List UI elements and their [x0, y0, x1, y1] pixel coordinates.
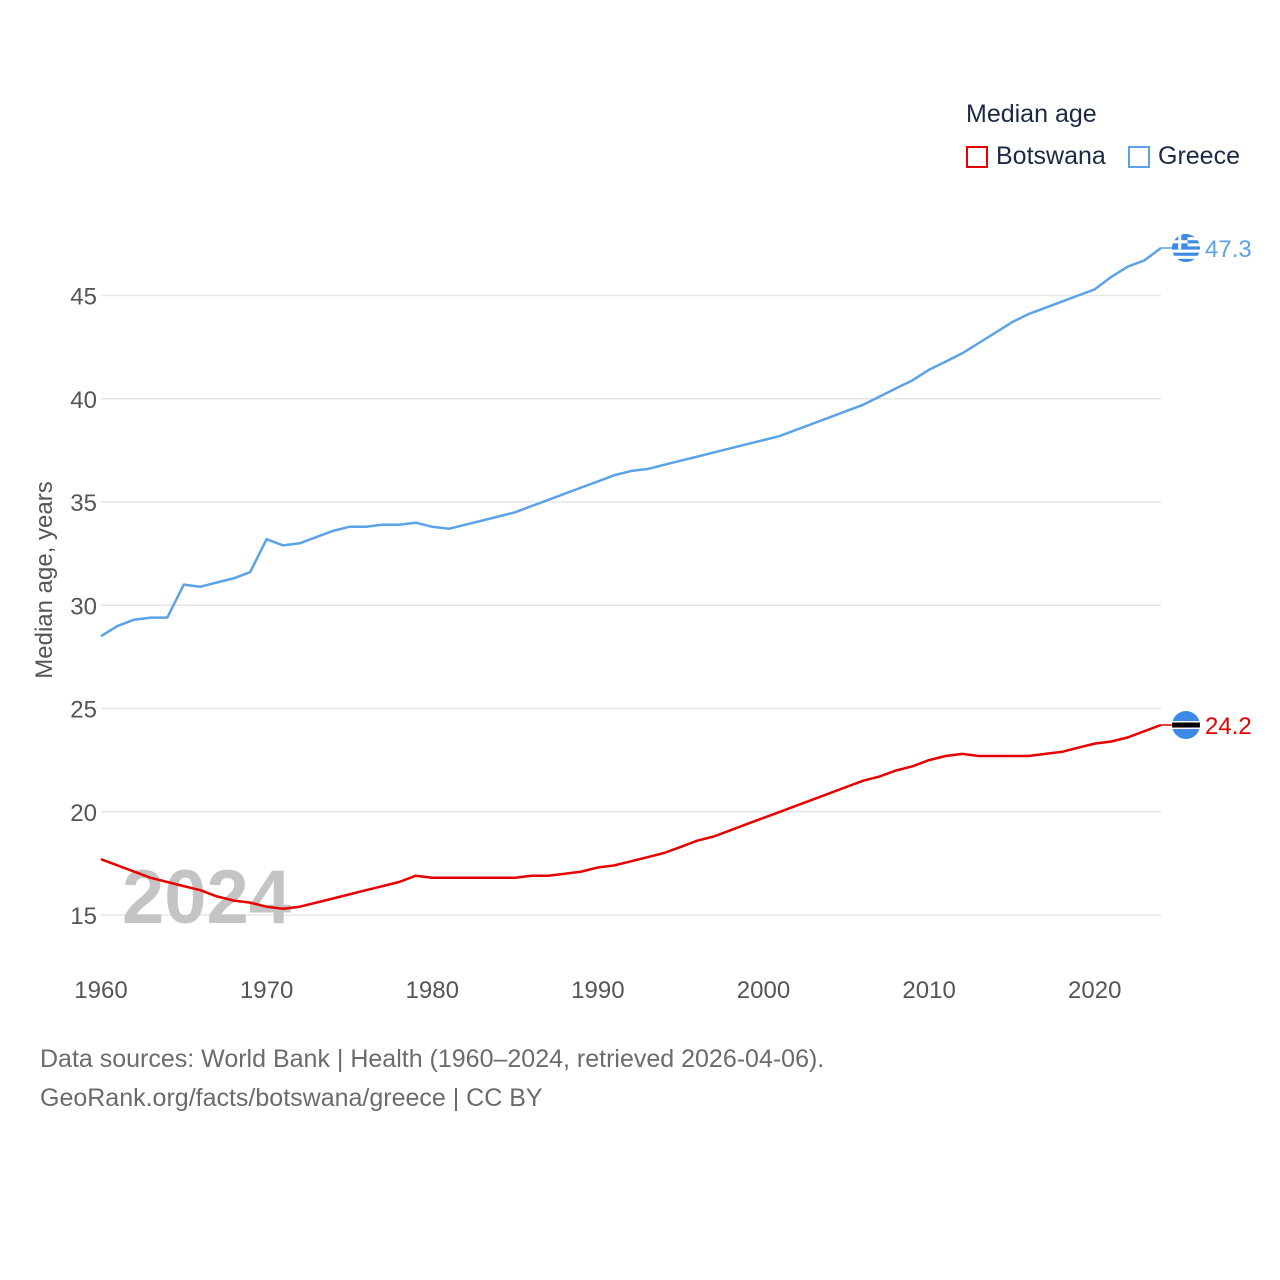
x-tick-label: 1960 — [74, 977, 127, 1004]
x-tick-label: 2020 — [1068, 977, 1121, 1004]
legend-label-botswana: Botswana — [996, 142, 1106, 170]
series-lines — [100, 246, 1162, 911]
y-tick-label: 15 — [70, 903, 97, 930]
gridlines — [101, 294, 1161, 916]
x-tick-label: 1990 — [571, 977, 624, 1004]
footer-link[interactable]: GeoRank.org/facts/botswana/greece | CC B… — [40, 1084, 543, 1112]
series-line-botswana — [100, 723, 1162, 911]
greece-flag-icon — [1172, 234, 1200, 263]
x-axis-ticks: 1960 1970 1980 1990 2000 2010 2020 — [74, 977, 1121, 1004]
legend-title: Median age — [966, 100, 1097, 128]
y-tick-label: 40 — [70, 387, 97, 414]
y-axis-ticks: 15 20 25 30 35 40 45 — [70, 284, 97, 931]
x-tick-label: 2010 — [902, 977, 955, 1004]
y-tick-label: 25 — [70, 697, 97, 724]
y-axis-label: Median age, years — [31, 481, 58, 678]
end-value-label-greece: 47.3 — [1205, 236, 1252, 263]
series-line-greece — [100, 246, 1162, 638]
x-tick-label: 1970 — [240, 977, 293, 1004]
legend-swatch-greece — [1128, 145, 1150, 168]
legend-swatch-botswana — [966, 145, 988, 168]
legend-item-greece[interactable]: Greece — [1128, 142, 1240, 171]
x-tick-label: 1980 — [406, 977, 459, 1004]
legend-label-greece: Greece — [1158, 142, 1240, 170]
x-tick-label: 2000 — [737, 977, 790, 1004]
end-markers: 24.2 47.3 — [1161, 234, 1252, 740]
y-tick-label: 30 — [70, 593, 97, 620]
y-tick-label: 20 — [70, 800, 97, 827]
y-tick-label: 35 — [70, 490, 97, 517]
end-value-label-botswana: 24.2 — [1205, 713, 1252, 740]
footer-sources: Data sources: World Bank | Health (1960–… — [40, 1045, 825, 1073]
legend-item-botswana[interactable]: Botswana — [966, 142, 1106, 171]
botswana-flag-icon — [1172, 711, 1200, 740]
year-watermark: 2024 — [122, 855, 291, 940]
y-tick-label: 45 — [70, 284, 97, 311]
